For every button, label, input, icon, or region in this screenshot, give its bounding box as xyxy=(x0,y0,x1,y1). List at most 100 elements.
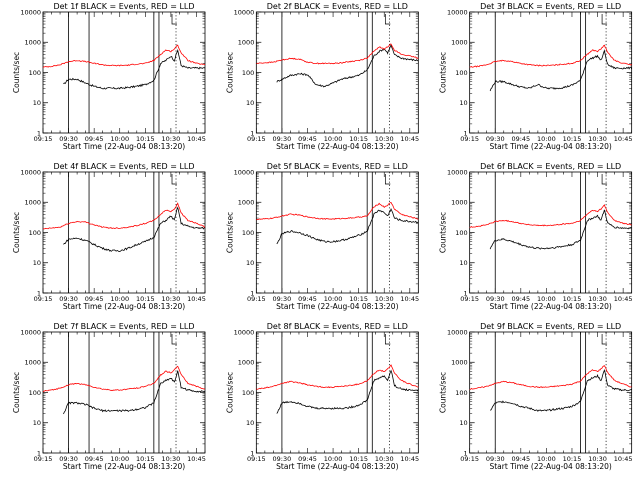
lld-series-line xyxy=(42,365,206,392)
events-series-line xyxy=(489,49,633,92)
x-tick-label: 09:15 xyxy=(460,455,479,463)
flag-marker xyxy=(601,334,608,345)
events-series-line xyxy=(276,208,419,245)
y-tick-label: 10 xyxy=(246,259,254,267)
x-tick-label: 09:15 xyxy=(34,455,53,463)
plot-frame xyxy=(469,11,633,134)
x-axis-label: Start Time (22-Aug-04 08:13:20) xyxy=(276,462,398,471)
lld-series-line xyxy=(256,364,419,390)
x-tick-label: 10:45 xyxy=(400,135,419,143)
y-tick-label: 10 xyxy=(33,99,41,107)
x-tick-label: 10:45 xyxy=(187,455,206,463)
x-tick-label: 09:15 xyxy=(247,295,266,303)
x-tick-label: 09:30 xyxy=(273,455,292,463)
flag-marker xyxy=(601,14,608,25)
y-tick-label: 1000 xyxy=(451,39,468,47)
y-axis-label: Counts/sec xyxy=(12,372,21,413)
x-tick-label: 10:15 xyxy=(563,295,582,303)
plot-frame xyxy=(42,331,206,454)
x-tick-label: 10:45 xyxy=(400,455,419,463)
x-tick-label: 09:45 xyxy=(85,135,104,143)
x-tick-label: 10:00 xyxy=(110,455,129,463)
y-tick-label: 1000 xyxy=(238,39,255,47)
events-series-line xyxy=(489,368,632,412)
detector-panel: Det 2f BLACK = Events, RED = LLD 1 10 100 10… xyxy=(225,2,419,151)
x-tick-label: 10:45 xyxy=(400,295,419,303)
lld-series-line xyxy=(469,44,632,68)
events-series-line xyxy=(276,369,419,414)
y-axis-label: Counts/sec xyxy=(12,52,21,93)
x-tick-label: 10:30 xyxy=(375,135,394,143)
lld-series-line xyxy=(469,365,632,390)
x-tick-label: 09:45 xyxy=(85,455,104,463)
x-tick-label: 09:15 xyxy=(247,455,266,463)
x-tick-label: 09:15 xyxy=(34,135,53,143)
events-series-line xyxy=(276,43,419,88)
x-tick-label: 10:15 xyxy=(349,295,368,303)
x-tick-label: 10:00 xyxy=(537,295,556,303)
x-tick-label: 10:30 xyxy=(588,455,607,463)
y-tick-label: 10000 xyxy=(447,328,468,336)
x-tick-label: 10:00 xyxy=(110,135,129,143)
y-tick-label: 10 xyxy=(246,99,254,107)
flag-marker xyxy=(171,14,178,25)
y-axis-label: Counts/sec xyxy=(12,212,21,253)
y-axis-label: Counts/sec xyxy=(225,372,234,413)
y-axis-label: Counts/sec xyxy=(439,372,448,413)
x-tick-label: 10:45 xyxy=(187,135,206,143)
events-series-line xyxy=(63,370,206,415)
events-series-line xyxy=(63,206,206,252)
y-tick-label: 1000 xyxy=(238,199,255,207)
events-series-line xyxy=(63,48,206,90)
y-tick-label: 100 xyxy=(242,229,254,237)
x-tick-label: 10:30 xyxy=(162,135,181,143)
x-tick-label: 09:30 xyxy=(59,455,78,463)
x-tick-label: 10:30 xyxy=(375,295,394,303)
x-axis-label: Start Time (22-Aug-04 08:13:20) xyxy=(489,302,611,311)
x-tick-label: 09:45 xyxy=(511,135,530,143)
x-tick-label: 10:00 xyxy=(324,295,343,303)
lld-series-line xyxy=(42,44,206,68)
detector-panel: Det 1f BLACK = Events, RED = LLD 1 10 100 10… xyxy=(12,2,206,151)
x-axis-label: Start Time (22-Aug-04 08:13:20) xyxy=(276,302,398,311)
x-tick-label: 10:45 xyxy=(614,295,633,303)
panel-title: Det 1f BLACK = Events, RED = LLD xyxy=(53,2,194,11)
lld-series-line xyxy=(42,202,206,230)
y-tick-label: 1 xyxy=(464,449,468,457)
x-tick-label: 09:30 xyxy=(59,295,78,303)
x-tick-label: 09:15 xyxy=(460,135,479,143)
x-tick-label: 09:15 xyxy=(460,295,479,303)
x-tick-label: 10:00 xyxy=(537,135,556,143)
x-tick-label: 09:30 xyxy=(273,295,292,303)
y-tick-label: 10 xyxy=(459,419,467,427)
x-tick-label: 09:45 xyxy=(298,455,317,463)
y-tick-label: 10000 xyxy=(20,8,41,16)
x-tick-label: 09:30 xyxy=(59,135,78,143)
x-tick-label: 10:15 xyxy=(136,295,155,303)
detector-panel: Det 8f BLACK = Events, RED = LLD 1 10 100 10… xyxy=(225,322,419,471)
y-axis-label: Counts/sec xyxy=(439,52,448,93)
y-tick-label: 1 xyxy=(250,129,254,137)
detector-panel: Det 5f BLACK = Events, RED = LLD 1 10 100 10… xyxy=(225,162,419,311)
x-tick-label: 10:45 xyxy=(614,455,633,463)
detector-panel: Det 9f BLACK = Events, RED = LLD 1 10 100 10… xyxy=(439,322,633,471)
plot-frame xyxy=(255,11,419,134)
x-tick-label: 09:45 xyxy=(298,135,317,143)
x-tick-label: 10:15 xyxy=(563,455,582,463)
lld-series-line xyxy=(256,43,419,65)
x-tick-label: 10:45 xyxy=(187,295,206,303)
x-tick-label: 10:45 xyxy=(614,135,633,143)
panel-title: Det 7f BLACK = Events, RED = LLD xyxy=(53,322,194,331)
x-tick-label: 09:30 xyxy=(486,295,505,303)
x-tick-label: 10:15 xyxy=(136,135,155,143)
x-axis-label: Start Time (22-Aug-04 08:13:20) xyxy=(276,142,398,151)
x-tick-label: 10:30 xyxy=(375,455,394,463)
plot-frame xyxy=(469,171,633,294)
y-tick-label: 1000 xyxy=(24,39,41,47)
y-tick-label: 1 xyxy=(37,289,41,297)
panel-title: Det 5f BLACK = Events, RED = LLD xyxy=(267,162,408,171)
x-tick-label: 10:00 xyxy=(110,295,129,303)
x-axis-label: Start Time (22-Aug-04 08:13:20) xyxy=(489,462,611,471)
detector-panel: Det 7f BLACK = Events, RED = LLD 1 10 100 10… xyxy=(12,322,206,471)
